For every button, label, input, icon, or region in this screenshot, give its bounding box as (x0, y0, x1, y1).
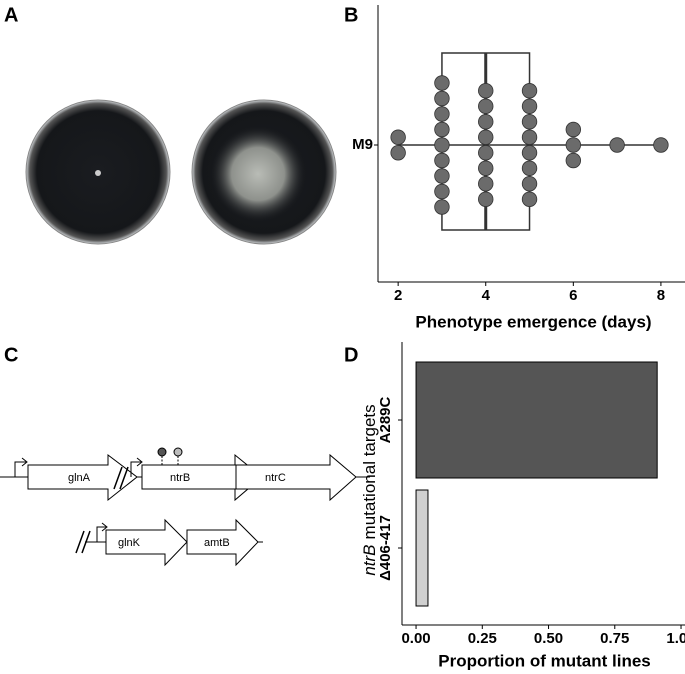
promoter (14, 457, 28, 477)
dot (390, 145, 406, 161)
x-tick-label: 1.00 (666, 630, 685, 647)
gene-arrow (27, 453, 138, 502)
dot (521, 160, 538, 176)
y-tick-label: Δ406-417 (377, 515, 394, 581)
x-tick-label: 2 (394, 287, 402, 304)
break (75, 530, 91, 554)
y-axis-label: ntrB mutational targets (360, 404, 379, 575)
dot (434, 152, 450, 169)
dot (434, 137, 450, 153)
panel-label: C (4, 344, 18, 366)
gene-diagram (0, 447, 370, 567)
bar (415, 361, 658, 479)
y-axis-label-text: mutational targets (360, 404, 379, 539)
dot (521, 191, 538, 207)
y-tick-label: M9 (352, 136, 373, 153)
x-tick-label: 8 (657, 287, 665, 304)
dot (434, 121, 450, 138)
x-axis-label: Proportion of mutant lines (438, 651, 651, 670)
petri-photos (25, 99, 337, 245)
dot (434, 168, 450, 184)
promoter (96, 522, 108, 542)
x-axis-label: Phenotype emergence (days) (415, 312, 651, 331)
dot (565, 121, 582, 138)
gene-arrow (186, 518, 259, 567)
dot (434, 183, 450, 200)
y-tick-label: A289C (377, 396, 394, 443)
dot (478, 145, 494, 161)
dot (434, 199, 450, 215)
mutation-stem (161, 456, 179, 466)
dot (478, 114, 494, 130)
dot (478, 191, 494, 207)
panel-label: D (344, 344, 358, 366)
dot (434, 75, 450, 91)
x-tick-label: 0.50 (534, 630, 563, 647)
gene-arrow (105, 518, 188, 567)
bar (415, 489, 429, 607)
dot (478, 83, 494, 99)
gene-label: amtB (204, 537, 230, 549)
dot (478, 176, 494, 192)
dot (565, 152, 582, 169)
panel-label: A (4, 4, 18, 26)
dot (653, 137, 669, 153)
y-axis-label-italic: ntrB (360, 544, 379, 575)
halo (210, 126, 306, 222)
dot (434, 106, 450, 122)
dot (521, 145, 538, 161)
dot (521, 176, 538, 192)
colony (95, 170, 101, 176)
break (113, 466, 129, 490)
dot (390, 129, 406, 145)
gene-label: ntrB (170, 472, 190, 484)
dot (521, 98, 538, 114)
dot (434, 90, 450, 107)
gene-arrow (235, 453, 357, 502)
dot (521, 114, 538, 130)
gene-label: ntrC (265, 472, 286, 484)
x-tick-label: 0.00 (401, 630, 430, 647)
panel-label: B (344, 4, 358, 26)
mutation (157, 447, 167, 457)
x-tick-label: 6 (569, 287, 577, 304)
dot (521, 83, 538, 99)
x-tick-label: 0.75 (600, 630, 629, 647)
gene-label: glnA (68, 472, 91, 484)
mutation (173, 447, 183, 457)
promoter (130, 457, 143, 477)
x-tick-label: 0.25 (468, 630, 497, 647)
x-tick-label: 4 (482, 287, 491, 304)
dot (478, 160, 494, 176)
gene-label: glnK (118, 537, 141, 549)
dot (609, 137, 625, 153)
dot (521, 129, 538, 145)
dot (478, 98, 494, 114)
dot (565, 137, 582, 153)
dot (478, 129, 494, 145)
